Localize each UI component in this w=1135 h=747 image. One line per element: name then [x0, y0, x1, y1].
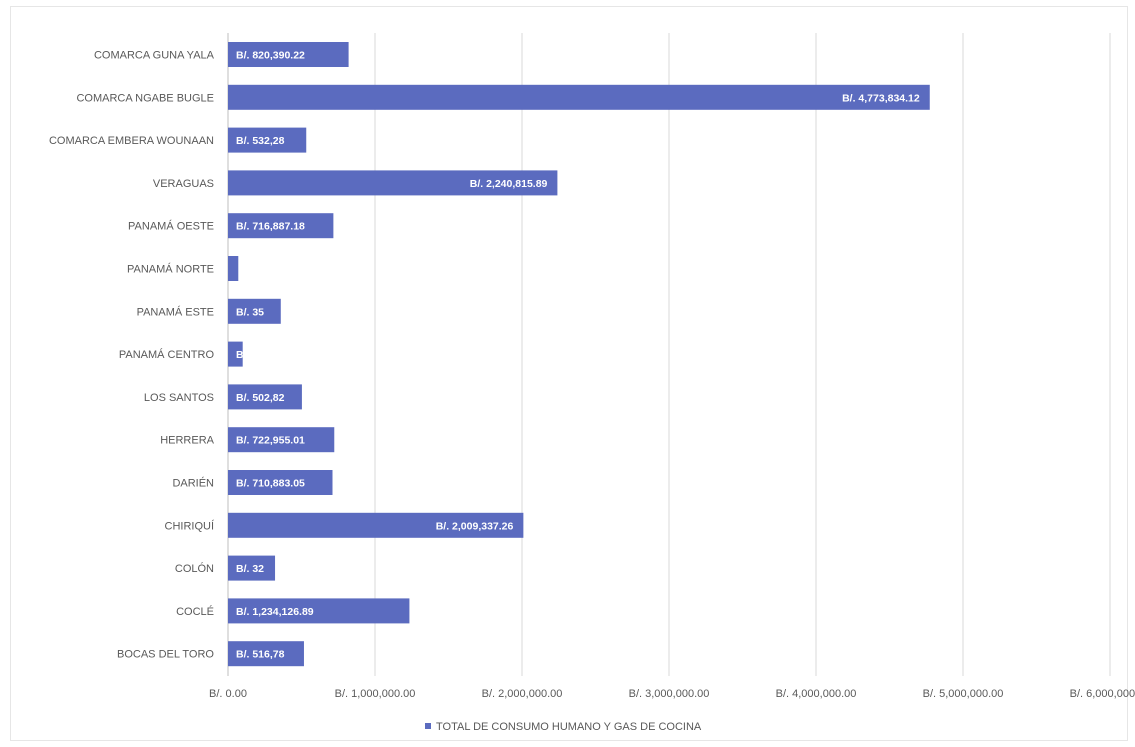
category-label: DARIÉN [172, 477, 214, 490]
category-label: PANAMÁ ESTE [137, 305, 214, 318]
bar [228, 84, 930, 110]
category-label: PANAMÁ NORTE [127, 263, 214, 276]
legend-label: TOTAL DE CONSUMO HUMANO Y GAS DE COCINA [436, 721, 702, 733]
category-label: PANAMÁ OESTE [128, 220, 214, 233]
bar [228, 427, 335, 453]
bar [228, 213, 334, 239]
bar [228, 42, 349, 67]
category-label: COCLÉ [176, 605, 214, 618]
data-label: B [236, 349, 244, 361]
x-tick-label: B/. 2,000,000.00 [482, 688, 563, 700]
category-label: HERRERA [160, 435, 214, 447]
bar [228, 170, 558, 196]
bar [228, 598, 410, 624]
category-label: LOS SANTOS [144, 392, 214, 404]
data-label: B/. 516,78 [236, 649, 285, 661]
x-tick-label: B/. 0.00 [209, 688, 247, 700]
category-label: COMARCA EMBERA WOUNAAN [49, 135, 214, 147]
x-tick-labels: B/. 0.00 B/. 1,000,000.00 B/. 2,000,000.00… [209, 688, 1135, 700]
category-label: COMARCA GUNA YALA [94, 50, 215, 62]
data-label: B/. 722,955.01 [236, 435, 305, 447]
category-label: COLÓN [175, 562, 214, 575]
chart-frame [10, 6, 1128, 741]
x-tick-label: B/. 1,000,000.00 [335, 688, 416, 700]
bar [228, 555, 276, 581]
data-label: B/. 820,390.22 [236, 50, 305, 62]
x-tick-label: B/. 6,000,000.00 [1070, 688, 1135, 700]
data-label: B/. 2,240,815.89 [470, 178, 548, 190]
legend: TOTAL DE CONSUMO HUMANO Y GAS DE COCINA [425, 721, 702, 733]
bar [228, 127, 307, 153]
bar [228, 384, 302, 410]
bar [228, 256, 239, 281]
data-label: B/. 716,887.18 [236, 221, 305, 233]
x-tick-label: B/. 4,000,000.00 [776, 688, 857, 700]
data-label: B/. 710,883.05 [236, 478, 305, 490]
data-label: B/. 35 [236, 306, 264, 318]
data-label: B/. 2,009,337.26 [436, 520, 514, 532]
bar [228, 298, 281, 324]
bars [228, 42, 930, 667]
bar [228, 641, 304, 667]
data-label: B/. 502,82 [236, 392, 285, 404]
category-label: BOCAS DEL TORO [117, 649, 214, 661]
category-label: VERAGUAS [153, 178, 214, 190]
legend-swatch [425, 723, 431, 729]
category-label: CHIRIQUÍ [165, 519, 215, 532]
category-label: PANAMÁ CENTRO [119, 348, 215, 361]
bar [228, 512, 524, 538]
x-tick-label: B/. 3,000,000.00 [629, 688, 710, 700]
data-label: B/. 4,773,834.12 [842, 92, 920, 104]
data-label: B/. 32 [236, 563, 264, 575]
category-labels: COMARCA GUNA YALA COMARCA NGABE BUGLE COMA… [49, 50, 215, 661]
data-label: B/. 532,28 [236, 135, 285, 147]
category-label: COMARCA NGABE BUGLE [76, 92, 214, 104]
bar [228, 470, 333, 495]
bar [228, 341, 243, 367]
data-labels: B/. 820,390.22 B/. 4,773,834.12 B/. 532,28… [236, 50, 920, 661]
gridlines [227, 33, 1111, 676]
x-tick-label: B/. 5,000,000.00 [923, 688, 1004, 700]
data-label: B/. 1,234,126.89 [236, 606, 314, 618]
